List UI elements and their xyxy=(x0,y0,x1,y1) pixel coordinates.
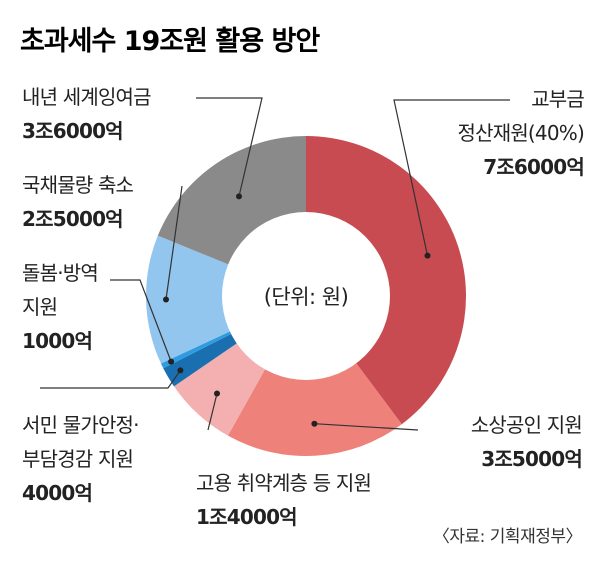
slice-value-6: 3조6000억 xyxy=(22,119,123,143)
slice-label-3-line-0: 서민 물가안정· xyxy=(22,413,139,437)
slice-value-2: 1조4000억 xyxy=(196,505,297,529)
leader-line-3 xyxy=(40,370,181,389)
leader-dot-5 xyxy=(163,296,169,303)
slice-label-0-line-1: 정산재원(40%) xyxy=(458,121,584,145)
leader-dot-4 xyxy=(168,358,175,365)
leader-line-5 xyxy=(165,185,183,300)
slice-value-1: 3조5000억 xyxy=(481,447,582,471)
slice-value-4: 1000억 xyxy=(22,329,92,353)
donut-hole xyxy=(222,212,390,380)
slice-value-3: 4000억 xyxy=(22,481,92,505)
leader-line-1 xyxy=(314,423,419,431)
slice-label-5-line-0: 국채물량 축소 xyxy=(22,173,134,197)
slice-value-5: 2조5000억 xyxy=(22,207,123,231)
leader-line-4 xyxy=(110,279,172,362)
unit-note: (단위: 원) xyxy=(264,285,349,309)
leader-dot-6 xyxy=(236,193,242,200)
leader-dot-3 xyxy=(177,367,184,374)
leader-dot-1 xyxy=(311,420,318,427)
leader-dot-2 xyxy=(214,390,220,397)
leader-dot-0 xyxy=(424,252,431,259)
chart-title: 초과세수 19조원 활용 방안 xyxy=(20,26,320,57)
slice-label-0-line-0: 교부금 xyxy=(531,87,584,111)
leader-line-2 xyxy=(207,393,218,431)
leader-lines xyxy=(40,97,510,431)
slice-label-2-line-0: 고용 취약계층 등 지원 xyxy=(196,471,371,495)
slice-label-6-line-0: 내년 세계잉여금 xyxy=(22,85,151,109)
slice-label-3-line-1: 부담경감 지원 xyxy=(22,447,133,471)
leader-line-0 xyxy=(393,99,510,256)
slice-label-4-line-1: 지원 xyxy=(22,295,57,319)
source-note: 〈자료: 기획재정부〉 xyxy=(433,527,582,547)
slice-label-4-line-0: 돌봄·방역 xyxy=(22,261,98,285)
slice-value-0: 7조6000억 xyxy=(483,155,584,179)
slice-label-1-line-0: 소상공인 지원 xyxy=(471,413,582,437)
leader-line-6 xyxy=(196,97,263,197)
